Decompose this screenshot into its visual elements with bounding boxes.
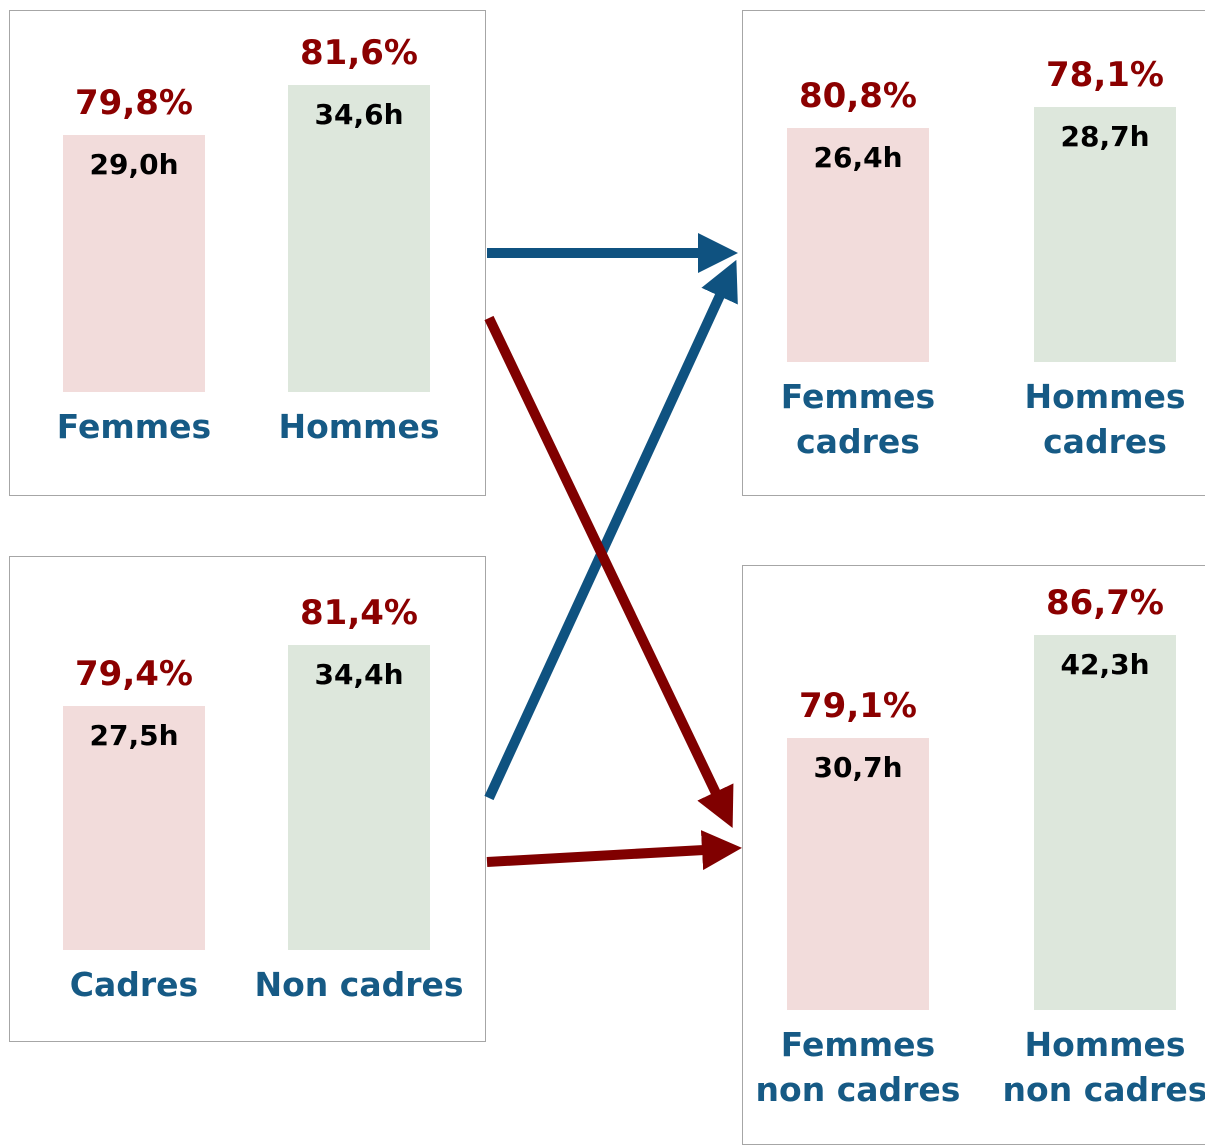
category-label: Femmes non cadres bbox=[755, 1025, 961, 1109]
arrow bbox=[486, 830, 742, 871]
rate-label: 78,1% bbox=[1046, 55, 1164, 96]
panel bbox=[9, 10, 486, 496]
value-label: 42,3h bbox=[1060, 647, 1150, 681]
value-label: 30,7h bbox=[813, 750, 903, 784]
value-label: 34,6h bbox=[314, 98, 404, 132]
panel bbox=[9, 556, 486, 1042]
rate-label: 80,8% bbox=[799, 75, 917, 116]
bar bbox=[1034, 107, 1176, 362]
category-label: Hommes cadres bbox=[1024, 377, 1186, 461]
bar bbox=[787, 737, 929, 1010]
arrow bbox=[484, 259, 738, 801]
category-label: Hommes bbox=[278, 407, 440, 446]
value-label: 28,7h bbox=[1060, 120, 1150, 154]
arrow bbox=[484, 315, 734, 829]
rate-label: 79,4% bbox=[75, 654, 193, 695]
category-label: Non cadres bbox=[254, 965, 464, 1004]
rate-label: 81,6% bbox=[300, 33, 418, 74]
value-label: 27,5h bbox=[89, 719, 179, 753]
bar bbox=[288, 85, 430, 392]
value-label: 34,4h bbox=[314, 657, 404, 691]
category-label: Femmes bbox=[56, 407, 212, 446]
rate-label: 79,1% bbox=[799, 685, 917, 726]
panel bbox=[742, 10, 1205, 496]
rate-label: 81,4% bbox=[300, 592, 418, 633]
value-label: 29,0h bbox=[89, 147, 179, 181]
category-label: Femmes cadres bbox=[780, 377, 936, 461]
rate-label: 86,7% bbox=[1046, 582, 1164, 623]
rate-label: 79,8% bbox=[75, 82, 193, 123]
bar bbox=[63, 706, 205, 950]
bar bbox=[787, 127, 929, 362]
bar bbox=[288, 644, 430, 950]
category-label: Cadres bbox=[69, 965, 199, 1004]
bar bbox=[1034, 634, 1176, 1010]
category-label: Hommes non cadres bbox=[1002, 1025, 1205, 1109]
value-label: 26,4h bbox=[813, 140, 903, 174]
bar bbox=[63, 134, 205, 392]
